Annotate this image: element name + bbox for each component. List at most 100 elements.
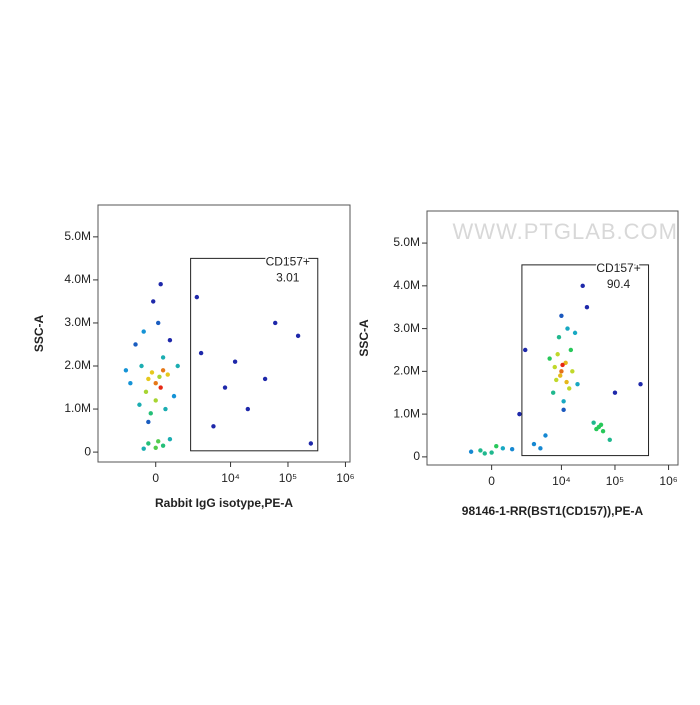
y-tick-label: 3.0M: [64, 315, 91, 329]
event-point: [149, 370, 155, 375]
gate: [521, 264, 650, 457]
y-tick-label: 4.0M: [64, 272, 91, 286]
event-point: [500, 446, 506, 451]
event-point: [158, 282, 163, 287]
event-point: [478, 448, 483, 453]
y-tick-label: 5.0M: [64, 229, 91, 243]
plot-frame: [426, 210, 679, 466]
x-tick-label: 10⁵: [606, 474, 624, 488]
event-point: [543, 433, 548, 438]
event-point: [160, 355, 166, 360]
y-tick-label: 1.0M: [393, 406, 420, 420]
event-point: [552, 364, 557, 370]
y-tick-label: 0: [84, 444, 91, 458]
event-point: [123, 368, 129, 373]
event-point: [137, 402, 142, 407]
x-tick-label: 10⁶: [336, 471, 354, 485]
gate-name: CD157+: [596, 261, 640, 275]
x-axis-label: 98146-1-RR(BST1(CD157)),PE-A: [462, 504, 644, 518]
event-point: [143, 389, 149, 395]
y-tick-label: 4.0M: [393, 278, 420, 292]
event-point: [139, 363, 144, 369]
event-point: [262, 376, 268, 382]
event-point: [175, 363, 180, 369]
x-tick-label: 10⁵: [279, 471, 297, 485]
event-point: [558, 373, 563, 378]
x-tick-label: 10⁴: [552, 474, 571, 488]
event-point: [561, 407, 566, 413]
event-point: [146, 441, 151, 446]
y-tick-label: 2.0M: [393, 364, 420, 378]
event-point: [211, 424, 216, 429]
x-tick-label: 0: [152, 471, 159, 485]
event-point: [171, 393, 177, 399]
y-axis-label: SSC-A: [32, 315, 46, 353]
event-point: [600, 429, 606, 434]
event-point: [517, 411, 522, 417]
event-point: [580, 283, 585, 289]
event-point: [151, 299, 156, 304]
plot: 0 1.0M 2.0M 3.0M 4.0M 5.0M 0 10⁴ 10⁵ 10⁶ Rabbit Ig…: [32, 204, 355, 510]
event-point: [531, 441, 537, 447]
event-point: [570, 369, 575, 374]
event-point: [489, 450, 494, 455]
gate-percent: 90.4: [607, 277, 631, 291]
event-point: [572, 330, 578, 336]
event-point: [547, 356, 552, 361]
event-point: [638, 381, 643, 387]
event-point: [160, 368, 166, 373]
event-point: [607, 437, 612, 442]
event-point: [153, 445, 158, 450]
event-point: [523, 347, 528, 353]
x-tick-label: 10⁴: [221, 471, 240, 485]
event-point: [561, 399, 566, 404]
event-point: [153, 381, 158, 386]
watermark: WWW.PTGLAB.COM: [453, 219, 678, 244]
event-point: [468, 449, 474, 454]
event-point: [133, 342, 138, 347]
event-point: [160, 443, 166, 448]
y-tick-label: 1.0M: [64, 401, 91, 415]
event-point: [564, 379, 569, 385]
x-tick-label: 10⁶: [659, 474, 677, 488]
event-point: [156, 439, 161, 444]
event-point: [141, 446, 146, 451]
event-point: [565, 326, 570, 331]
gate-name: CD157+: [266, 255, 310, 269]
event-point: [157, 374, 162, 379]
event-point: [591, 420, 596, 425]
event-point: [554, 377, 559, 383]
event-point: [295, 333, 301, 339]
event-point: [148, 411, 153, 416]
x-tick-label: 0: [488, 474, 495, 488]
event-point: [550, 390, 556, 395]
event-point: [559, 369, 564, 374]
plot: WWW.PTGLAB.COM 0 1.0M 2.0M 3.0M 4.0M 5.0M 0 10⁴ 1…: [357, 210, 679, 518]
event-point: [612, 390, 618, 395]
event-point: [232, 359, 238, 364]
event-point: [156, 320, 161, 326]
plot-frame: [97, 204, 351, 463]
event-point: [165, 372, 170, 377]
event-point: [575, 381, 580, 387]
event-point: [167, 337, 173, 343]
event-point: [158, 385, 163, 390]
event-point: [198, 350, 204, 356]
y-tick-label: 3.0M: [393, 321, 420, 335]
event-point: [482, 451, 487, 456]
event-point: [167, 436, 173, 442]
event-point: [509, 446, 515, 452]
event-point: [563, 360, 568, 366]
event-point: [555, 352, 560, 357]
event-point: [567, 386, 572, 391]
event-point: [146, 376, 151, 382]
event-point: [308, 441, 314, 446]
event-point: [245, 406, 251, 412]
y-tick-label: 5.0M: [393, 235, 420, 249]
y-tick-label: 2.0M: [64, 358, 91, 372]
event-point: [494, 443, 499, 449]
event-point: [163, 406, 168, 412]
gate: [190, 257, 319, 452]
event-point: [594, 426, 599, 432]
